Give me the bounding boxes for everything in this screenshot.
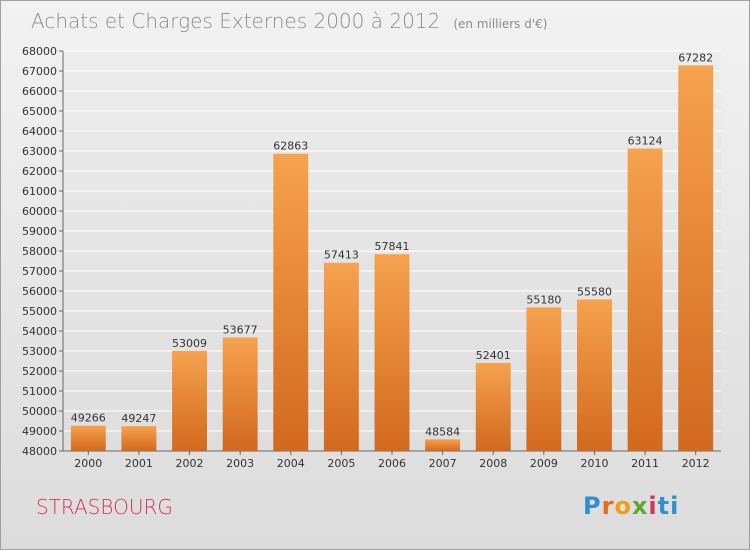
y-tick-label: 51000	[22, 385, 57, 398]
data-label-2001: 49247	[121, 412, 156, 425]
bar-2005	[323, 262, 359, 451]
data-label-2003: 53677	[223, 323, 258, 336]
data-label-2005: 57413	[324, 249, 359, 262]
x-tick-label-2005: 2005	[327, 457, 355, 470]
bar-2003	[222, 337, 258, 451]
y-tick-label: 67000	[22, 65, 57, 78]
bar-2010	[576, 299, 612, 451]
bar-2000	[70, 425, 106, 451]
data-label-2008: 52401	[476, 349, 511, 362]
y-tick-label: 60000	[22, 205, 57, 218]
y-tick-label: 65000	[22, 105, 57, 118]
data-labels: 49266 49247 53009 53677 62863 57413 57841 48584…	[71, 51, 713, 438]
y-tick-label: 49000	[22, 425, 57, 438]
bars	[70, 65, 714, 452]
bar-2011	[627, 148, 663, 451]
data-label-2007: 48584	[425, 425, 460, 438]
bar-2012	[678, 65, 714, 452]
x-tick-label-2007: 2007	[429, 457, 457, 470]
city-label: STRASBOURG	[36, 495, 173, 519]
x-tick-label-2010: 2010	[580, 457, 608, 470]
data-label-2000: 49266	[71, 412, 106, 425]
y-tick-label: 54000	[22, 325, 57, 338]
y-tick-label: 63000	[22, 145, 57, 158]
y-tick-label: 48000	[22, 445, 57, 458]
bar-2001	[121, 426, 157, 451]
y-tick-label: 66000	[22, 85, 57, 98]
bar-2004	[273, 153, 309, 452]
data-label-2006: 57841	[375, 240, 410, 253]
x-tick-label-2012: 2012	[682, 457, 710, 470]
bar-2008	[475, 362, 511, 451]
chart-title: Achats et Charges Externes 2000 à 2012	[31, 9, 441, 33]
data-label-2010: 55580	[577, 285, 612, 298]
data-label-2002: 53009	[172, 337, 207, 350]
x-tick-label-2003: 2003	[226, 457, 254, 470]
bar-2009	[526, 307, 562, 451]
x-tick-label-2008: 2008	[479, 457, 507, 470]
y-tick-label: 61000	[22, 185, 57, 198]
data-label-2004: 62863	[273, 140, 308, 153]
data-label-2012: 67282	[678, 51, 713, 64]
y-tick-label: 50000	[22, 405, 57, 418]
x-tick-label-2004: 2004	[277, 457, 305, 470]
chart-subtitle: (en milliers d'€)	[453, 17, 548, 31]
x-tick-label-2000: 2000	[74, 457, 102, 470]
x-axis: 2000 2001 2002 2003 2004 2005 2006 2007 2008 2009…	[74, 451, 710, 470]
data-label-2009: 55180	[526, 293, 561, 306]
y-tick-label: 62000	[22, 165, 57, 178]
y-tick-label: 52000	[22, 365, 57, 378]
data-label-2011: 63124	[628, 135, 663, 148]
chart-header: Achats et Charges Externes 2000 à 2012 (…	[31, 9, 547, 33]
x-tick-label-2011: 2011	[631, 457, 659, 470]
y-tick-label: 57000	[22, 265, 57, 278]
bar-2007	[425, 439, 461, 451]
x-tick-label-2009: 2009	[530, 457, 558, 470]
x-tick-label-2006: 2006	[378, 457, 406, 470]
y-axis: 48000 49000 50000 51000 52000 53000 54000 55000…	[22, 45, 721, 458]
y-tick-label: 64000	[22, 125, 57, 138]
y-tick-label: 55000	[22, 305, 57, 318]
y-tick-label: 58000	[22, 245, 57, 258]
brand-logo: Proxiti	[583, 492, 680, 520]
y-tick-label: 59000	[22, 225, 57, 238]
x-tick-label-2001: 2001	[125, 457, 153, 470]
y-tick-label: 53000	[22, 345, 57, 358]
x-tick-label-2002: 2002	[176, 457, 204, 470]
bar-2006	[374, 254, 410, 451]
y-tick-label: 68000	[22, 45, 57, 58]
bar-2002	[172, 350, 208, 451]
y-tick-label: 56000	[22, 285, 57, 298]
